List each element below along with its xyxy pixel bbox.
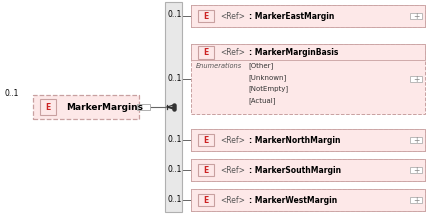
Bar xyxy=(191,159,425,181)
Text: 0..1: 0..1 xyxy=(167,135,182,144)
Bar xyxy=(191,45,425,114)
Text: E: E xyxy=(203,12,209,21)
Bar xyxy=(191,189,425,211)
Text: E: E xyxy=(203,48,209,57)
Text: Enumerations: Enumerations xyxy=(196,63,242,69)
Bar xyxy=(198,10,214,22)
Text: <Ref>: <Ref> xyxy=(220,136,245,145)
Text: E: E xyxy=(203,196,209,205)
Text: <Ref>: <Ref> xyxy=(220,166,245,175)
Text: <Ref>: <Ref> xyxy=(220,48,245,57)
Text: E: E xyxy=(203,136,209,145)
Text: : MarkerSouthMargin: : MarkerSouthMargin xyxy=(249,166,341,175)
Text: 0..1: 0..1 xyxy=(4,89,19,98)
Text: [NotEmpty]: [NotEmpty] xyxy=(249,86,289,92)
Bar xyxy=(33,95,139,119)
Text: : MarkerEastMargin: : MarkerEastMargin xyxy=(249,12,334,21)
Bar xyxy=(410,13,422,19)
Text: +: + xyxy=(413,136,419,145)
Text: +: + xyxy=(413,166,419,175)
Text: <Ref>: <Ref> xyxy=(220,196,245,205)
Text: : MarkerNorthMargin: : MarkerNorthMargin xyxy=(249,136,340,145)
Bar xyxy=(410,137,422,143)
Text: 0..1: 0..1 xyxy=(167,74,182,83)
Bar xyxy=(165,2,182,212)
Bar xyxy=(191,129,425,151)
Text: E: E xyxy=(203,166,209,175)
Bar xyxy=(410,76,422,82)
Text: 0..1: 0..1 xyxy=(167,165,182,174)
Bar xyxy=(191,129,425,151)
Bar xyxy=(40,99,56,115)
Text: E: E xyxy=(45,103,51,111)
Bar xyxy=(191,159,425,181)
Bar xyxy=(410,167,422,173)
Text: 0..1: 0..1 xyxy=(167,195,182,204)
Bar xyxy=(191,5,425,27)
Bar xyxy=(198,46,214,59)
Bar xyxy=(198,134,214,146)
Text: MarkerMargins: MarkerMargins xyxy=(66,103,143,111)
Text: <Ref>: <Ref> xyxy=(220,12,245,21)
Text: [Actual]: [Actual] xyxy=(249,97,276,104)
Bar xyxy=(198,194,214,206)
Bar xyxy=(191,5,425,27)
Bar xyxy=(198,164,214,176)
Text: 0..1: 0..1 xyxy=(167,10,182,19)
Text: +: + xyxy=(413,196,419,205)
Text: : MarkerWestMargin: : MarkerWestMargin xyxy=(249,196,337,205)
Bar xyxy=(410,197,422,203)
Bar xyxy=(137,104,150,110)
Text: +: + xyxy=(413,12,419,21)
Text: +: + xyxy=(413,75,419,84)
Bar xyxy=(191,45,425,60)
Text: [Unknown]: [Unknown] xyxy=(249,74,287,81)
Text: : MarkerMarginBasis: : MarkerMarginBasis xyxy=(249,48,338,57)
Text: [Other]: [Other] xyxy=(249,63,274,69)
Bar xyxy=(191,189,425,211)
